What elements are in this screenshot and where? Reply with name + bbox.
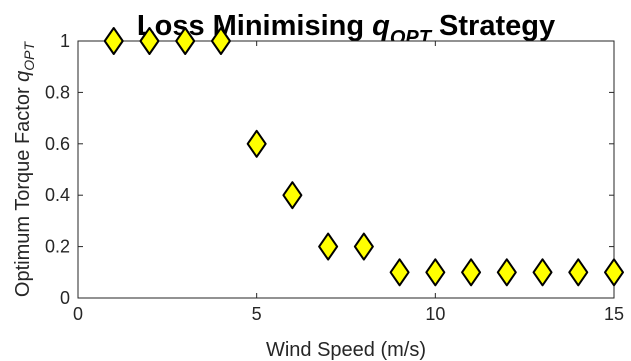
x-tick-label: 10 <box>425 304 445 324</box>
y-axis-label-symbol: q <box>12 71 34 82</box>
tick-labels: 0 5 10 15 0 0.2 0.4 0.6 0.8 1 <box>45 31 624 324</box>
axis-ticks <box>77 40 615 299</box>
y-tick-label: 0 <box>60 288 70 308</box>
y-axis-label-text: Optimum Torque Factor <box>12 82 34 297</box>
data-point <box>282 181 303 210</box>
x-tick-label: 0 <box>73 304 83 324</box>
y-tick-label: 0.2 <box>45 237 70 257</box>
y-tick-label: 0.6 <box>45 134 70 154</box>
x-tick-label: 5 <box>252 304 262 324</box>
y-tick-label: 1 <box>60 31 70 51</box>
chart-title-prefix: Loss Minimising <box>137 10 372 42</box>
data-point <box>425 258 446 287</box>
data-point <box>604 258 624 287</box>
data-point <box>532 258 553 287</box>
y-axis-label-subscript: OPT <box>21 40 37 70</box>
data-point <box>318 232 339 261</box>
data-point <box>103 27 124 55</box>
data-point <box>139 27 160 55</box>
chart-title-symbol: q <box>372 10 390 42</box>
y-tick-label: 0.4 <box>45 185 70 205</box>
data-point <box>496 258 517 287</box>
y-tick-label: 0.8 <box>45 82 70 102</box>
plot-area <box>77 40 615 299</box>
data-point <box>461 258 482 287</box>
data-point <box>210 27 231 55</box>
x-axis-label: Wind Speed (m/s) <box>266 339 426 361</box>
chart-title-suffix: Strategy <box>431 10 555 42</box>
data-point <box>246 129 267 158</box>
y-axis-label: Optimum Torque Factor qOPT <box>12 40 37 297</box>
data-point <box>568 258 589 287</box>
data-markers <box>103 27 624 287</box>
data-point <box>353 232 374 261</box>
data-point <box>389 258 410 287</box>
x-tick-label: 15 <box>604 304 624 324</box>
chart-title: Loss Minimising qOPT Strategy <box>137 10 555 49</box>
data-point <box>175 27 196 55</box>
